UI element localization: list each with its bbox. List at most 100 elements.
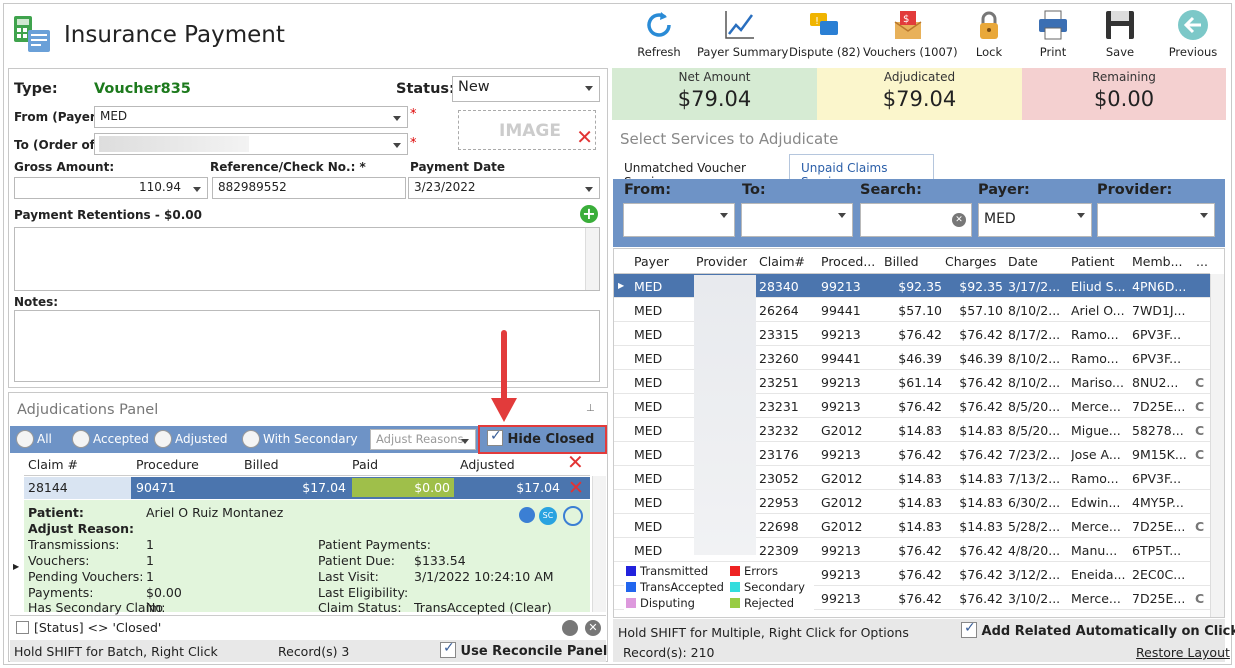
provider-select[interactable] (1097, 203, 1215, 237)
col-procedure[interactable]: Procedure (136, 457, 199, 472)
service-row[interactable]: MED 26264 99441 $57.10 $57.10 8/10/2... Ariel … (614, 298, 1210, 322)
service-cell-patient: Ramo... (1071, 327, 1119, 342)
filter-all[interactable]: All (16, 430, 52, 448)
adjudication-row[interactable]: 28144 90471 $17.04 $0.00 $17.04 (24, 477, 590, 499)
adjudication-status-bar: Hold SHIFT for Batch, Right Click Record… (10, 640, 607, 662)
sc-icon[interactable]: SC (539, 507, 557, 525)
status-select[interactable]: New (452, 76, 600, 102)
delete-row-icon[interactable]: ✕ (568, 477, 584, 499)
restore-layout-link[interactable]: Restore Layout (1136, 645, 1230, 660)
print-button[interactable]: Print (1034, 8, 1072, 64)
tab-unmatched[interactable]: Unmatched Voucher Services (624, 161, 746, 189)
service-cell-charges: $76.42 (959, 447, 1003, 462)
from-filter-label: From: (624, 182, 671, 198)
refresh-button[interactable]: Refresh (636, 8, 682, 64)
service-cell-billed: $76.42 (898, 399, 942, 414)
delete-all-icon[interactable]: ✕ (567, 450, 584, 474)
adjudication-scrollbar[interactable] (592, 476, 606, 612)
service-cell-date: 6/30/2... (1008, 495, 1061, 510)
legend-swatch (730, 598, 740, 608)
col-billed[interactable]: Billed (884, 254, 919, 269)
service-row[interactable]: MED 23260 99441 $46.39 $46.39 8/10/2... Ramo..… (614, 346, 1210, 370)
filter-enabled-checkbox[interactable] (16, 621, 29, 634)
service-cell-billed: $76.42 (898, 567, 942, 582)
service-row[interactable]: 99213 $76.42 $76.42 3/10/2... Merce... 7D25E.… (614, 586, 1210, 610)
payer-select[interactable]: MED (978, 203, 1092, 237)
checkbox-icon (961, 622, 977, 638)
retentions-list[interactable] (14, 227, 600, 291)
pin-icon[interactable]: ⊥ (586, 403, 595, 414)
col-patient[interactable]: Patient (1071, 254, 1115, 269)
bell-icon[interactable] (519, 507, 535, 523)
gross-amount-input[interactable]: 110.94 (14, 177, 208, 199)
filter-with-secondary[interactable]: With Secondary (242, 430, 358, 448)
col-claim[interactable]: Claim# (759, 254, 805, 269)
image-dropzone[interactable]: IMAGE ✕ (458, 110, 596, 150)
services-status-bar: Hold SHIFT for Multiple, Right Click for… (613, 619, 1235, 662)
vouchers-button[interactable]: $ Vouchers (1007) (863, 8, 958, 64)
refresh-icon[interactable] (563, 506, 583, 526)
dispute-button[interactable]: ! Dispute (82) (789, 8, 860, 64)
status-legend: Transmitted Errors TransAccepted Seconda… (624, 564, 814, 612)
add-related-checkbox[interactable]: Add Related Automatically on Click (961, 622, 1235, 639)
hide-closed-checkbox[interactable]: Hide Closed (487, 428, 594, 447)
col-payer[interactable]: Payer (634, 254, 669, 269)
clear-filter-icon[interactable]: ✕ (585, 620, 601, 636)
col-more[interactable]: ... (1196, 254, 1208, 269)
annotation-arrow-icon (491, 330, 517, 424)
from-payer-select[interactable]: MED (94, 106, 408, 128)
to-order-select[interactable] (94, 133, 408, 155)
save-button[interactable]: Save (1100, 8, 1140, 64)
service-row[interactable]: MED 23176 99213 $76.42 $76.42 7/23/2... Jose A… (614, 442, 1210, 466)
payer-summary-button[interactable]: Payer Summary (697, 8, 788, 64)
reference-input[interactable]: 882989552 (212, 177, 406, 199)
col-adjusted[interactable]: Adjusted (460, 457, 515, 472)
tab-unpaid-claims[interactable]: Unpaid Claims Services (789, 154, 934, 189)
to-date-select[interactable] (741, 203, 853, 237)
col-billed[interactable]: Billed (244, 457, 279, 472)
search-input[interactable]: ✕ (860, 203, 972, 237)
from-date-select[interactable] (623, 203, 735, 237)
col-member[interactable]: Memb... (1132, 254, 1183, 269)
service-row[interactable]: 99213 $76.42 $76.42 3/12/2... Eneida... 2EC0C… (614, 562, 1210, 586)
payment-date-label: Payment Date (410, 160, 506, 174)
use-reconcile-checkbox[interactable]: Use Reconcile Panel (440, 642, 607, 659)
col-paid[interactable]: Paid (352, 457, 379, 472)
service-row[interactable]: MED 23052 G2012 $14.83 $14.83 7/13/2... Ramo..… (614, 466, 1210, 490)
services-scrollbar[interactable] (1210, 274, 1224, 617)
col-procedure[interactable]: Proced... (821, 254, 876, 269)
detail-patient-payments-label: Patient Payments: (318, 537, 431, 552)
add-retention-icon[interactable]: + (580, 205, 598, 223)
close-icon[interactable]: ✕ (576, 125, 593, 149)
clear-search-icon[interactable]: ✕ (952, 213, 966, 227)
service-row[interactable]: MED 22309 99213 $76.42 $76.42 4/8/20... Manu..… (614, 538, 1210, 562)
adjudication-filter-bar (10, 426, 606, 453)
service-row[interactable]: MED 23231 99213 $76.42 $76.42 8/5/20... Merce.… (614, 394, 1210, 418)
services-title: Select Services to Adjudicate (620, 130, 839, 148)
row-paid[interactable]: $0.00 (352, 478, 454, 497)
service-row[interactable]: MED 22698 G2012 $14.83 $14.83 5/28/2... Merce.… (614, 514, 1210, 538)
col-provider[interactable]: Provider (696, 254, 748, 269)
retentions-label: Payment Retentions - $0.00 (14, 208, 202, 222)
service-row[interactable]: MED 23251 99213 $61.14 $76.42 8/10/2... Mariso… (614, 370, 1210, 394)
service-row[interactable]: MED 22953 G2012 $14.83 $14.83 6/30/2... Edwin.… (614, 490, 1210, 514)
scrollbar[interactable] (585, 228, 599, 290)
col-date[interactable]: Date (1008, 254, 1038, 269)
filter-accepted[interactable]: Accepted (72, 430, 149, 448)
notes-textarea[interactable] (14, 310, 600, 382)
adjust-reasons-select[interactable]: Adjust Reasons (370, 429, 476, 450)
service-cell-charges: $76.42 (959, 327, 1003, 342)
service-cell-billed: $61.14 (898, 375, 942, 390)
service-row[interactable]: MED 23315 99213 $76.42 $76.42 8/17/2... Ramo..… (614, 322, 1210, 346)
filter-adjusted[interactable]: Adjusted (154, 430, 228, 448)
service-cell-proc: G2012 (821, 471, 863, 486)
edit-filter-icon[interactable] (562, 620, 578, 636)
payment-date-input[interactable]: 3/23/2022 (408, 177, 600, 199)
service-row[interactable]: MED 23232 G2012 $14.83 $14.83 8/5/20... Migue.… (614, 418, 1210, 442)
service-cell-charges: $57.10 (959, 303, 1003, 318)
lock-button[interactable]: Lock (970, 8, 1008, 64)
previous-button[interactable]: Previous (1168, 8, 1218, 64)
row-expander-icon[interactable]: ▶ (13, 562, 20, 571)
col-charges[interactable]: Charges (945, 254, 997, 269)
col-claim[interactable]: Claim # (28, 457, 78, 472)
